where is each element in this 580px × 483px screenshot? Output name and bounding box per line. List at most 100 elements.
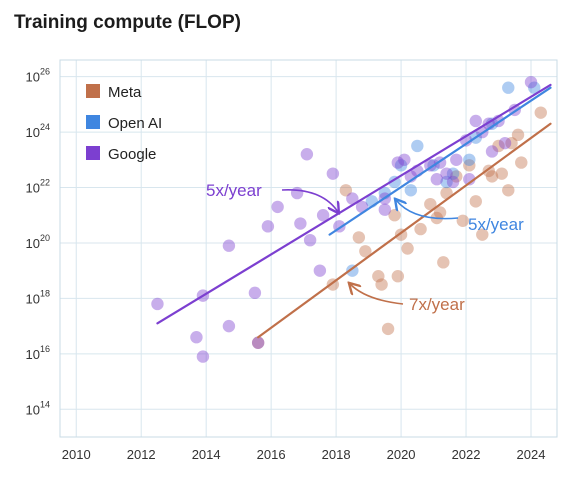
point-open-ai [394,159,408,172]
x-tick-label: 2024 [517,447,546,462]
y-tick-label: 1026 [26,67,50,85]
point-google [190,331,203,344]
point-meta [414,222,427,236]
point-meta [375,278,388,291]
x-tick-label: 2020 [387,447,416,462]
point-google [378,203,392,216]
point-meta [495,167,508,180]
point-meta [359,245,372,258]
point-google [261,220,275,233]
x-tick-label: 2016 [257,447,286,462]
point-meta [424,197,437,211]
grid [59,59,558,438]
point-google [398,153,411,166]
point-meta [401,242,414,255]
point-google [463,172,476,186]
legend-swatch-openai [86,115,100,129]
annotation-google-rate: 5x/year [206,181,262,200]
point-open-ai [440,175,453,189]
legend-label-google: Google [108,146,156,163]
annotation-google-arrow [281,189,338,212]
point-meta [391,270,405,283]
point-open-ai [485,117,499,130]
axes: 2010 2012 2014 2016 2018 2020 2022 2024 1014 1016… [26,67,546,462]
trend-lines [156,83,552,339]
y-tick-label: 1014 [26,399,50,417]
point-google [440,167,453,180]
point-google [303,233,317,247]
point-google [271,200,284,214]
annotations: 5x/year 5x/year 7x/year [206,181,524,314]
y-tick-label: 1020 [26,233,50,251]
point-meta [502,184,515,197]
point-open-ai [411,139,424,153]
y-tick-label: 1018 [26,288,50,306]
point-meta [437,256,450,269]
point-google [300,148,314,161]
trend-line-meta [257,122,552,339]
point-open-ai [502,81,515,94]
annotation-openai-arrow [396,200,459,220]
legend-swatch-meta [86,84,100,98]
x-tick-label: 2014 [192,447,221,462]
point-google [294,217,307,230]
point-meta [381,322,395,336]
point-meta [515,156,528,169]
trend-line-google [156,83,552,325]
x-tick-label: 2018 [322,447,351,462]
legend-label-openai: Open AI [108,115,162,132]
point-open-ai [346,264,359,277]
point-google [316,209,330,222]
point-google [524,75,538,89]
point-google [290,186,304,200]
point-google [469,114,482,128]
point-meta [251,336,265,349]
point-google [222,319,236,333]
legend: Meta Open AI Google [86,84,162,163]
annotation-openai-rate: 5x/year [468,215,524,234]
point-meta [450,170,463,183]
y-tick-label: 1024 [26,122,50,140]
annotation-meta-arrow [350,284,404,305]
point-meta [433,206,447,219]
point-google [430,172,444,186]
point-meta [388,209,401,222]
plot-frame [59,59,558,438]
point-meta [352,231,366,244]
point-google [326,167,340,180]
y-tick-label: 1016 [26,344,50,362]
point-meta [476,228,489,241]
point-google [485,145,499,158]
legend-swatch-google [86,146,100,160]
point-google [391,156,405,169]
point-meta [463,159,476,172]
point-meta [534,106,547,119]
point-google [313,264,327,277]
y-tick-label: 1022 [26,178,50,196]
trend-line-open-ai [328,86,552,236]
point-google [450,153,463,166]
point-meta [505,136,518,150]
point-meta [372,270,385,283]
point-google [446,175,460,189]
point-meta [485,170,499,183]
point-google [151,297,164,311]
point-meta [339,184,353,197]
point-google [251,336,265,349]
legend-label-meta: Meta [108,84,142,101]
point-open-ai [463,153,476,166]
chart-title: Training compute (FLOP) [14,12,241,33]
x-tick-label: 2012 [127,447,156,462]
point-google [248,286,262,300]
point-meta [511,128,525,142]
x-tick-label: 2022 [452,447,481,462]
point-open-ai [528,81,541,94]
point-google [196,350,210,363]
point-google [222,239,236,252]
point-meta [456,214,469,227]
point-open-ai [446,167,460,180]
point-open-ai [404,184,418,197]
point-meta [469,195,482,208]
annotation-meta-rate: 7x/year [409,295,465,314]
